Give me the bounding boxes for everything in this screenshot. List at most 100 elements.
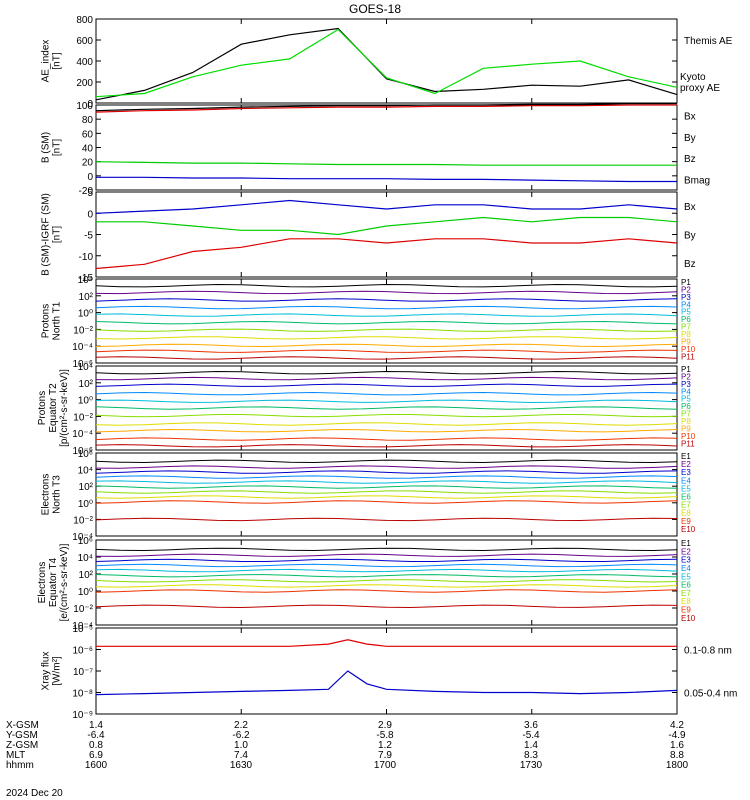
channel-line — [95, 584, 678, 588]
channel-line — [95, 459, 678, 464]
y-axis-label: Protons — [41, 304, 52, 338]
legend-label: P7 — [681, 410, 691, 419]
panel-frame — [95, 191, 678, 278]
legend-label: By — [684, 133, 696, 144]
channel-line — [95, 495, 678, 499]
channel-line — [95, 328, 678, 332]
y-tick-label: -5 — [84, 231, 93, 242]
y-tick-label: 0 — [87, 172, 93, 183]
y-tick-label: 400 — [76, 57, 93, 68]
y-tick-label: 200 — [76, 78, 93, 89]
channel-line — [95, 320, 678, 325]
x-row-value: 7.4 — [234, 750, 248, 761]
panel-frame — [95, 18, 678, 104]
x-row-value: -6.2 — [232, 730, 250, 741]
legend-label: E2 — [681, 547, 691, 556]
x-row-label: X-GSM — [6, 720, 39, 731]
x-row-value: 1.0 — [234, 740, 248, 751]
y-tick-label: 800 — [76, 15, 93, 26]
channel-line — [95, 517, 678, 522]
channel-line — [95, 490, 678, 494]
y-tick-label: 10⁴ — [78, 275, 93, 286]
legend-label: E3 — [681, 468, 691, 477]
legend-label: Kyoto — [680, 72, 706, 83]
channel-line — [95, 414, 678, 418]
legend-label: 0.05-0.4 nm — [684, 689, 737, 700]
legend-label: P4 — [681, 300, 691, 309]
series-line — [95, 238, 678, 270]
series-line — [96, 176, 677, 183]
series-line — [95, 27, 678, 101]
y-tick-label: 10⁻⁹ — [72, 710, 93, 721]
figure-title: GOES-18 — [349, 2, 401, 16]
series-line — [95, 670, 678, 696]
channel-line — [95, 399, 678, 404]
x-axis-table: X-GSM 1.4 2.2 2.9 3.6 4.2 Y-GSM -6.4 -6.2 -5.8 -5.… — [6, 720, 689, 771]
y-tick-label: 0 — [87, 209, 93, 220]
x-row-value: -4.9 — [668, 730, 686, 741]
y-tick-label: 100 — [76, 101, 93, 112]
y-axis-label: AE_index — [41, 40, 52, 83]
channel-line — [95, 444, 678, 448]
legend-label: E7 — [681, 501, 691, 510]
x-row-value: 6.9 — [89, 750, 103, 761]
legend-label: Bx — [684, 202, 696, 213]
channel-line — [95, 579, 678, 583]
x-row-value: 1.4 — [524, 740, 538, 751]
channel-line — [95, 475, 678, 479]
panel-frame — [95, 627, 678, 715]
y-axis-label: [p/(cm²-s-sr-keV)] — [59, 369, 70, 447]
legend-label: P2 — [681, 372, 691, 381]
channel-line — [95, 428, 678, 433]
legend-label: E4 — [681, 476, 691, 485]
panel-frame — [95, 539, 678, 626]
y-tick-label: 10⁻⁸ — [72, 689, 93, 700]
x-row-value: 3.6 — [524, 720, 538, 731]
y-axis-label: [W/m²] — [52, 656, 63, 686]
channel-line — [95, 480, 678, 484]
y-tick-label: 40 — [82, 144, 94, 155]
channel-line — [95, 356, 678, 360]
y-tick-label: 80 — [82, 115, 94, 126]
legend-label: P5 — [681, 308, 691, 317]
legend-label: E8 — [681, 509, 691, 518]
legend-label: E9 — [681, 517, 691, 526]
y-tick-label: -15 — [79, 273, 94, 284]
y-axis-label: Electrons — [41, 474, 52, 516]
y-axis-label: North T1 — [52, 301, 63, 340]
legend-label: Bmag — [684, 175, 710, 186]
legend-label: E1 — [681, 539, 691, 548]
channel-line — [95, 553, 678, 557]
legend-label: E9 — [681, 606, 691, 615]
legend-label: P11 — [681, 352, 695, 361]
panel-4: 10⁴ 10² 10⁰ 10⁻² 10⁻⁴ 10⁻⁶ Protons North T1 P1P2… — [41, 275, 696, 370]
legend-label: P2 — [681, 285, 691, 294]
y-tick-label: 10⁴ — [78, 553, 93, 564]
y-axis-label: [nT] — [52, 226, 63, 243]
channel-line — [95, 500, 678, 504]
y-tick-label: 10⁻⁴ — [72, 621, 93, 632]
legend-label: P9 — [681, 337, 691, 346]
legend-label: P9 — [681, 424, 691, 433]
y-axis-label: [e/(cm²-s-sr-keV)] — [59, 543, 70, 621]
channel-line — [95, 604, 678, 609]
y-tick-label: 10⁻² — [73, 412, 93, 423]
y-tick-label: 5 — [87, 188, 93, 199]
series-line — [95, 199, 678, 214]
y-tick-label: 10⁴ — [78, 466, 93, 477]
channel-line — [95, 391, 678, 396]
legend-label: Bz — [684, 154, 696, 165]
channel-line — [95, 370, 678, 375]
legend-label: P1 — [681, 278, 691, 287]
legend-label: P11 — [681, 439, 695, 448]
panel-7: 10⁶ 10⁴ 10² 10⁰ 10⁻² 10⁻⁴ Electrons Equator T4[… — [37, 536, 696, 632]
channel-line — [95, 485, 678, 489]
legend-label: Bz — [684, 259, 696, 270]
series-line — [95, 102, 677, 112]
y-tick-label: -20 — [79, 186, 94, 197]
y-tick-label: 10⁻⁴ — [72, 532, 93, 543]
x-row-label: Z-GSM — [6, 740, 38, 751]
legend-label: P6 — [681, 402, 691, 411]
channel-line — [95, 376, 678, 381]
